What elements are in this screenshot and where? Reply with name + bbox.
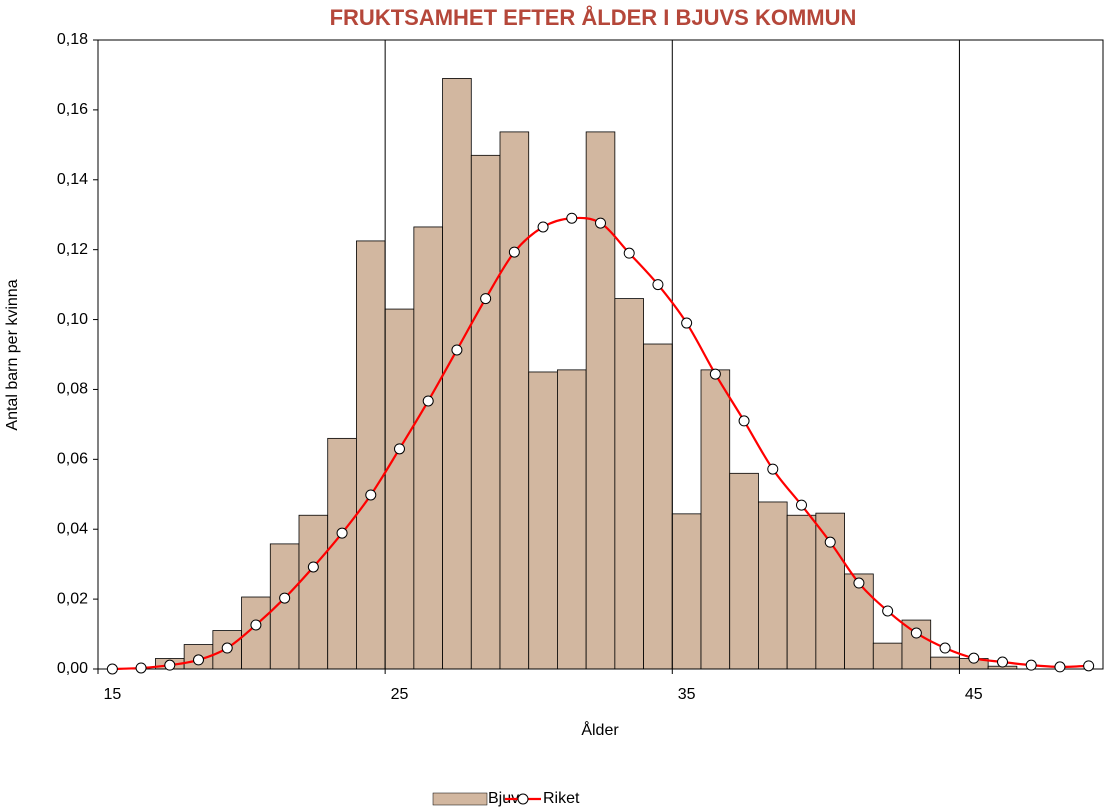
bar [815, 512, 845, 670]
y-tick-label: 0,16 [57, 101, 88, 118]
bar [327, 437, 357, 670]
point [221, 642, 233, 654]
point [307, 561, 319, 573]
y-tick-label: 0,06 [57, 451, 88, 468]
bar [614, 298, 644, 670]
bar [356, 240, 386, 670]
x-tick-label: 45 [965, 686, 983, 703]
y-tick-label: 0,08 [57, 381, 88, 398]
bar [557, 369, 587, 670]
y-tick-label: 0,10 [57, 311, 88, 328]
point [508, 246, 520, 258]
bar [671, 513, 702, 670]
bar [872, 642, 903, 670]
y-axis-label: Antal barn per kvinna [4, 279, 21, 430]
bar [585, 131, 616, 670]
point [997, 656, 1008, 668]
point [681, 317, 693, 329]
point [106, 663, 118, 675]
x-tick-label: 25 [391, 686, 409, 703]
point [394, 443, 405, 455]
y-tick-label: 0,00 [57, 660, 88, 677]
bar [384, 308, 415, 670]
y-tick-label: 0,02 [57, 590, 88, 607]
bar [786, 514, 817, 670]
plot-border [97, 39, 1104, 670]
bar [901, 619, 932, 670]
legend-label: Bjuv [488, 790, 519, 807]
point [796, 499, 807, 511]
point [422, 395, 434, 407]
point [882, 605, 894, 617]
y-tick-label: 0,12 [57, 241, 88, 258]
bar [298, 514, 329, 670]
point [365, 489, 377, 501]
point [824, 536, 836, 548]
point [279, 592, 291, 604]
point [853, 577, 865, 589]
point [968, 652, 980, 664]
legend-marker [517, 793, 529, 805]
bar [700, 369, 731, 670]
bar [499, 131, 530, 670]
point [595, 217, 606, 229]
bar [528, 371, 558, 670]
point [652, 279, 664, 291]
chart-title: FRUKTSAMHET EFTER ÅLDER I BJUVS KOMMUN [330, 4, 857, 30]
y-tick-label: 0,14 [57, 171, 88, 188]
point [566, 212, 578, 224]
bar [844, 573, 874, 670]
bar [729, 472, 759, 670]
legend-label: Riket [543, 790, 580, 807]
point [738, 415, 750, 427]
point [939, 642, 951, 654]
bar [442, 78, 472, 670]
point [537, 221, 549, 233]
point [164, 659, 176, 671]
bar [413, 226, 443, 670]
y-tick-label: 0,04 [57, 520, 88, 537]
point [1054, 661, 1066, 673]
point [135, 662, 147, 674]
legend-swatch [432, 792, 488, 806]
point [336, 527, 348, 539]
x-tick-label: 35 [678, 686, 696, 703]
bar [470, 154, 501, 670]
x-tick-label: 15 [103, 686, 121, 703]
x-axis-label: Ålder [581, 720, 619, 739]
bar [930, 656, 960, 670]
point [767, 463, 779, 475]
point [1025, 659, 1037, 671]
y-tick-label: 0,18 [57, 31, 88, 48]
point [623, 247, 635, 259]
point [480, 293, 492, 305]
bar [758, 501, 788, 670]
bar [643, 343, 673, 670]
point [250, 619, 262, 631]
point [451, 344, 463, 356]
point [1083, 660, 1095, 672]
point [709, 368, 721, 380]
point [910, 627, 922, 639]
point [193, 654, 204, 666]
